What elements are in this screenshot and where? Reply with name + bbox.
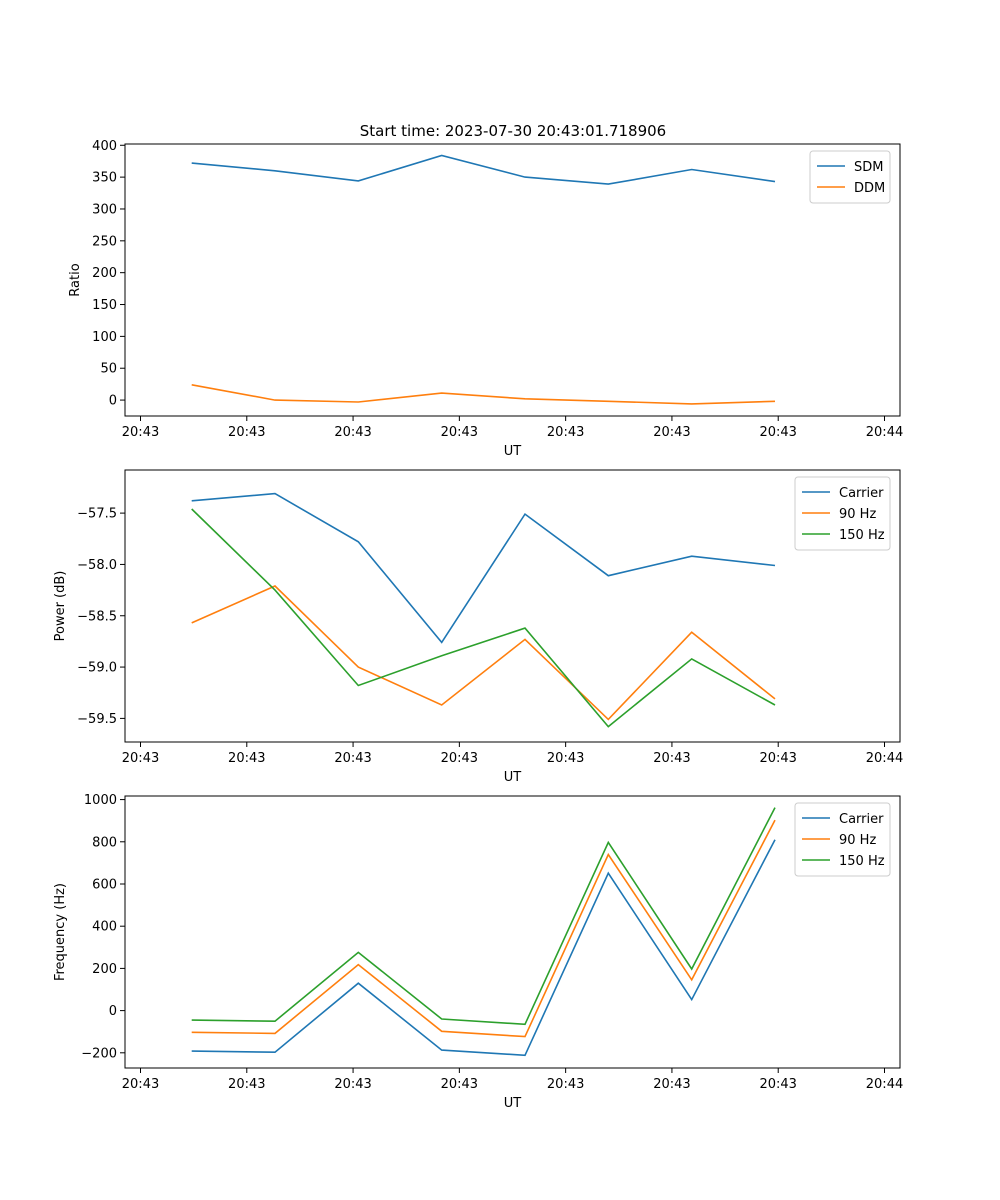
legend-label: SDM bbox=[854, 160, 883, 175]
x-axis-label: UT bbox=[504, 444, 522, 459]
y-tick-label: −58.5 bbox=[77, 609, 117, 624]
series-line-carrier bbox=[191, 839, 776, 1057]
x-tick-label: 20:43 bbox=[653, 425, 690, 440]
x-tick-label: 20:43 bbox=[653, 1077, 690, 1092]
axes-frame bbox=[124, 143, 901, 417]
y-axis-label: Frequency (Hz) bbox=[53, 883, 68, 981]
y-tick-label: −200 bbox=[81, 1046, 117, 1061]
y-tick-label: 400 bbox=[92, 139, 117, 154]
y-tick-label: −59.5 bbox=[77, 712, 117, 727]
y-axis-label: Ratio bbox=[68, 263, 83, 296]
y-tick-label: 0 bbox=[109, 394, 117, 409]
x-tick-label: 20:43 bbox=[759, 751, 796, 766]
x-tick-label: 20:43 bbox=[122, 425, 159, 440]
series-line-90-hz bbox=[191, 819, 776, 1038]
x-tick-label: 20:43 bbox=[228, 751, 265, 766]
series-line-sdm bbox=[191, 154, 776, 185]
x-tick-label: 20:43 bbox=[122, 751, 159, 766]
y-tick-label: 400 bbox=[92, 920, 117, 935]
y-tick-label: −57.5 bbox=[77, 507, 117, 522]
figure-title: Start time: 2023-07-30 20:43:01.718906 bbox=[360, 122, 666, 140]
y-axis-label: Power (dB) bbox=[53, 571, 68, 642]
subplot-ratio: 20:43 20:43 20:43 20:43 20:43 20:43 20:43 20:44… bbox=[68, 139, 903, 459]
x-tick-label: 20:43 bbox=[759, 1077, 796, 1092]
x-axis-label: UT bbox=[504, 770, 522, 785]
x-tick-label: 20:44 bbox=[866, 1077, 903, 1092]
legend-box bbox=[794, 802, 891, 877]
y-tick-label: 200 bbox=[92, 962, 117, 977]
legend-label: 90 Hz bbox=[839, 507, 876, 522]
x-tick-label: 20:43 bbox=[334, 425, 371, 440]
y-tick-label: 350 bbox=[92, 171, 117, 186]
legend-label: 150 Hz bbox=[839, 854, 885, 869]
subplot-power: 20:43 20:43 20:43 20:43 20:43 20:43 20:43 20:44… bbox=[53, 469, 903, 785]
x-tick-label: 20:43 bbox=[228, 1077, 265, 1092]
series-line-150-hz bbox=[191, 807, 776, 1026]
y-tick-label: 600 bbox=[92, 877, 117, 892]
y-tick-label: 100 bbox=[92, 330, 117, 345]
series-line-carrier bbox=[191, 492, 776, 644]
y-tick-label: 300 bbox=[92, 202, 117, 217]
x-tick-label: 20:43 bbox=[653, 751, 690, 766]
x-tick-label: 20:44 bbox=[866, 425, 903, 440]
series-line-ddm bbox=[191, 384, 776, 405]
x-tick-label: 20:43 bbox=[441, 1077, 478, 1092]
y-tick-label: 50 bbox=[100, 362, 117, 377]
x-tick-label: 20:43 bbox=[441, 425, 478, 440]
x-tick-label: 20:43 bbox=[334, 751, 371, 766]
subplot-frequency: 20:43 20:43 20:43 20:43 20:43 20:43 20:43 20:44… bbox=[53, 793, 903, 1111]
axes-frame bbox=[124, 469, 901, 743]
x-tick-label: 20:43 bbox=[334, 1077, 371, 1092]
legend-label: 150 Hz bbox=[839, 528, 885, 543]
x-tick-label: 20:43 bbox=[122, 1077, 159, 1092]
x-tick-label: 20:43 bbox=[228, 425, 265, 440]
x-tick-label: 20:43 bbox=[547, 425, 584, 440]
legend-label: Carrier bbox=[839, 486, 884, 501]
legend-label: 90 Hz bbox=[839, 833, 876, 848]
x-tick-label: 20:43 bbox=[441, 751, 478, 766]
y-tick-label: 200 bbox=[92, 266, 117, 281]
x-tick-label: 20:43 bbox=[547, 1077, 584, 1092]
y-tick-label: 0 bbox=[109, 1004, 117, 1019]
legend-box bbox=[809, 150, 891, 204]
y-tick-label: 150 bbox=[92, 298, 117, 313]
y-tick-label: 1000 bbox=[84, 793, 117, 808]
axes-frame bbox=[124, 795, 901, 1069]
y-tick-label: 800 bbox=[92, 835, 117, 850]
legend-label: Carrier bbox=[839, 812, 884, 827]
x-axis-label: UT bbox=[504, 1096, 522, 1111]
y-tick-label: −58.0 bbox=[77, 558, 117, 573]
x-tick-label: 20:44 bbox=[866, 751, 903, 766]
y-tick-label: −59.0 bbox=[77, 661, 117, 676]
y-tick-label: 250 bbox=[92, 234, 117, 249]
series-line-90-hz bbox=[191, 585, 776, 721]
x-tick-label: 20:43 bbox=[547, 751, 584, 766]
x-tick-label: 20:43 bbox=[759, 425, 796, 440]
series-line-150-hz bbox=[191, 508, 776, 728]
legend-label: DDM bbox=[854, 181, 885, 196]
legend-box bbox=[794, 476, 891, 551]
